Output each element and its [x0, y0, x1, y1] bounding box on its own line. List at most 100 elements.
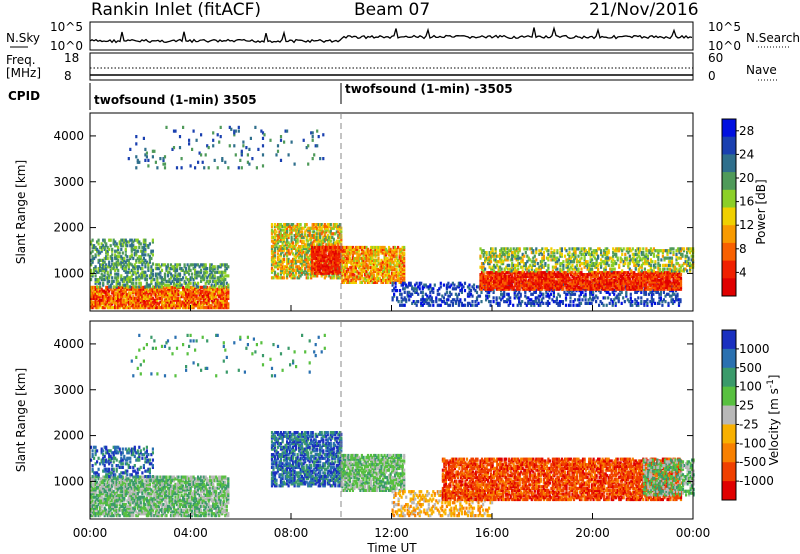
- power-cell: [485, 280, 488, 284]
- power-cell: [339, 258, 342, 262]
- power-cell: [554, 284, 557, 288]
- power-cell: [347, 260, 350, 264]
- power-cell: [457, 300, 460, 304]
- power-cell: [123, 240, 126, 244]
- power-cell: [334, 232, 337, 236]
- power-cell: [126, 274, 129, 278]
- power-cell: [289, 243, 292, 247]
- power-cell: [591, 274, 594, 278]
- power-cell: [320, 223, 323, 227]
- power-cell: [640, 280, 643, 284]
- power-cell: [503, 278, 506, 282]
- power-cell: [435, 300, 438, 304]
- power-cell: [324, 247, 327, 251]
- power-cell: [630, 287, 633, 291]
- power-cell: [403, 273, 406, 277]
- power-cell: [166, 298, 170, 302]
- power-cell: [598, 276, 601, 280]
- power-cell: [332, 264, 335, 268]
- power-cell: [141, 272, 144, 276]
- power-cell: [374, 255, 377, 259]
- power-cell: [497, 284, 500, 288]
- power-cell: [460, 301, 463, 305]
- power-cell: [652, 298, 655, 302]
- power-cell: [530, 292, 533, 296]
- power-cell: [295, 256, 298, 260]
- power-cell: [313, 274, 316, 278]
- power-cell: [389, 249, 392, 253]
- nsky-tick-high: 10^5: [50, 20, 83, 34]
- power-cell: [342, 256, 345, 261]
- power-cell: [480, 276, 484, 280]
- power-cell: [157, 291, 160, 295]
- power-cell: [566, 278, 570, 282]
- power-cell: [310, 276, 313, 280]
- power-cell: [509, 300, 512, 304]
- power-cell: [383, 253, 386, 257]
- power-cell: [351, 277, 354, 281]
- power-cell: [500, 298, 503, 302]
- power-cell: [195, 287, 198, 291]
- power-cell: [382, 280, 385, 284]
- power-cell: [312, 247, 315, 251]
- power-cell: [372, 266, 376, 270]
- power-cell: [604, 282, 607, 286]
- power-cell: [515, 276, 518, 280]
- power-cell: [218, 289, 221, 293]
- power-cell: [566, 285, 570, 289]
- power-cell: [594, 278, 597, 282]
- power-cell: [287, 241, 290, 245]
- power-cell: [90, 296, 93, 300]
- power-cell: [388, 260, 391, 264]
- power-cell: [401, 267, 404, 272]
- power-cell: [183, 289, 186, 293]
- power-cell: [132, 256, 135, 261]
- power-cell: [606, 284, 609, 288]
- power-cell: [121, 283, 124, 287]
- power-cell: [206, 293, 209, 297]
- power-cell: [123, 287, 126, 291]
- power-cell: [148, 242, 151, 246]
- power-cell: [615, 284, 618, 288]
- power-cell: [156, 272, 159, 276]
- power-cell: [402, 303, 405, 307]
- power-cell: [566, 284, 570, 288]
- power-cell: [401, 273, 404, 277]
- power-cell: [305, 246, 308, 250]
- power-cell: [391, 258, 394, 262]
- power-cell: [103, 268, 106, 272]
- power-cell: [345, 266, 348, 270]
- power-cell: [136, 270, 139, 274]
- power-cell: [295, 248, 298, 252]
- power-cell: [278, 263, 281, 267]
- power-cell: [385, 264, 388, 268]
- power-cell: [545, 285, 548, 289]
- power-cell: [571, 278, 574, 282]
- power-cell: [377, 278, 380, 283]
- power-cell: [653, 301, 656, 305]
- power-cell: [578, 285, 582, 289]
- power-cell: [185, 285, 188, 289]
- power-cell: [320, 249, 323, 253]
- power-cell: [308, 245, 311, 249]
- power-cell: [111, 267, 114, 271]
- power-cell: [221, 298, 224, 302]
- power-cell: [403, 245, 406, 250]
- power-cell: [286, 228, 289, 232]
- power-cell: [227, 283, 230, 287]
- power-cell: [298, 230, 301, 234]
- power-cell: [216, 304, 219, 308]
- power-cell: [102, 296, 105, 300]
- power-cell: [273, 228, 277, 232]
- power-cell: [336, 249, 339, 253]
- power-cell: [150, 265, 153, 269]
- power-cell: [160, 295, 164, 299]
- power-cell: [112, 291, 115, 295]
- power-cell: [90, 293, 93, 297]
- power-cell: [539, 280, 542, 284]
- power-cell: [204, 293, 207, 297]
- power-cell: [551, 274, 554, 278]
- power-cell: [628, 276, 631, 280]
- power-cell: [307, 226, 310, 230]
- power-cell: [114, 240, 117, 244]
